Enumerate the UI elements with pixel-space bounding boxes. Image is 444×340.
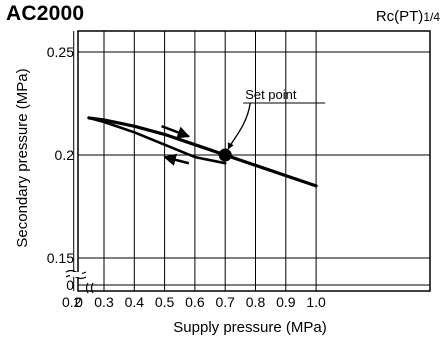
x-axis-break-mark (85, 282, 89, 294)
x-tick-label: 0 (75, 294, 83, 310)
y-tick-label: 0 (66, 277, 74, 293)
y-tick-label: 0.2 (55, 147, 75, 163)
series-line (87, 116, 318, 188)
set-point-marker (218, 148, 232, 162)
x-tick-label: 1.0 (306, 294, 326, 310)
x-tick-label: 0.4 (125, 294, 145, 310)
x-tick-label: 0.8 (246, 294, 266, 310)
x-tick-label: 0.3 (94, 294, 114, 310)
x-tick-label: 0.5 (155, 294, 175, 310)
port-size-sub: 1/4 (423, 10, 440, 24)
direction-arrow-decreasing (163, 153, 190, 166)
y-tick-label: 0.15 (47, 250, 74, 266)
x-tick-label: 0.6 (185, 294, 205, 310)
port-size-label: Rc(PT)1/4 (376, 8, 440, 25)
y-axis-break-gap (70, 272, 82, 277)
x-tick-label: 0.2 (62, 294, 82, 310)
plot-frame (77, 30, 431, 292)
x-tick-label: 0.9 (276, 294, 296, 310)
x-tick-label: 0.7 (215, 294, 235, 310)
direction-arrow-increasing (161, 124, 191, 139)
chart-title: AC2000 (6, 2, 85, 25)
x-axis-title: Supply pressure (MPa) (173, 319, 326, 336)
set-point-leader (227, 102, 251, 150)
set-point-label: Set point (245, 87, 297, 102)
port-size-main: Rc(PT) (375, 8, 424, 25)
series-line (87, 116, 227, 165)
y-tick-label: 0.25 (47, 44, 74, 60)
y-axis-title: Secondary pressure (MPa) (14, 68, 31, 247)
x-axis-break-mark (90, 282, 94, 294)
